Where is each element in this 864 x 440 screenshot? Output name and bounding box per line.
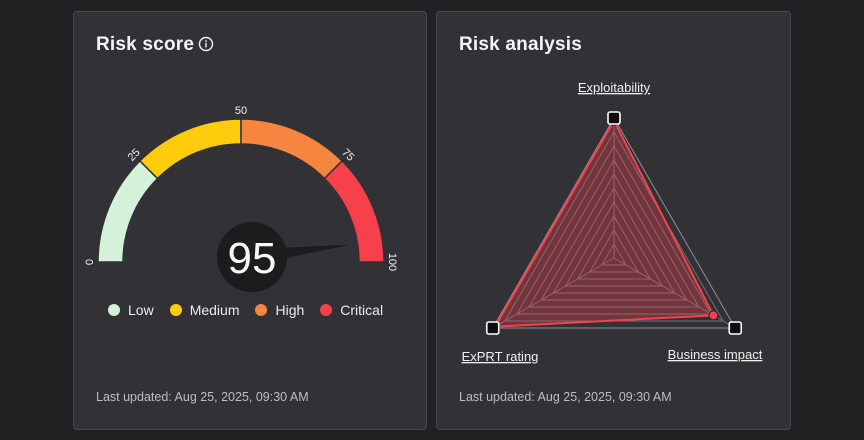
- radar-grid-ring: [588, 229, 640, 273]
- legend-item-high: High: [255, 302, 304, 318]
- legend-item-medium: Medium: [169, 302, 240, 318]
- risk-score-value: 95: [228, 234, 277, 283]
- radar-axis-line: [492, 257, 615, 329]
- legend-item-critical: Critical: [320, 302, 383, 318]
- legend-label-low: Low: [128, 302, 154, 318]
- legend-dot-critical: [320, 304, 333, 316]
- risk-analysis-title: Risk analysis: [459, 34, 583, 55]
- radar-grid-ring: [601, 243, 627, 266]
- gauge-tick-label: 50: [235, 105, 247, 117]
- legend-label-high: High: [275, 302, 305, 318]
- gauge-legend: Low Medium High Critical: [108, 302, 399, 318]
- radar-axis-marker[interactable]: [607, 111, 621, 125]
- gauge-segment-high: [240, 118, 344, 180]
- risk-score-card: Risk score 0 25 50 75 100 95 Low Medium High…: [73, 11, 427, 430]
- radar-data-point: [708, 310, 719, 321]
- radar-grid-ring: [552, 187, 676, 294]
- legend-dot-medium: [169, 304, 182, 316]
- legend-item-low: Low: [108, 302, 154, 318]
- radar-grid-ring: [540, 173, 688, 301]
- risk-score-title: Risk score: [96, 34, 195, 55]
- radar-axis-marker[interactable]: [485, 321, 500, 335]
- risk-analysis-last-updated: Last updated: Aug 25, 2025, 09:30 AM: [459, 390, 672, 404]
- legend-label-medium: Medium: [189, 302, 240, 318]
- gauge-segment-critical: [323, 159, 385, 263]
- gauge-hub: [217, 222, 287, 292]
- radar-grid-ring: [576, 214, 652, 280]
- legend-dot-high: [255, 304, 268, 316]
- gauge-tick-label: 100: [386, 253, 398, 271]
- radar-axis-label[interactable]: Business impact: [668, 347, 763, 362]
- legend-label-critical: Critical: [340, 302, 384, 318]
- radar-grid-ring: [491, 117, 737, 329]
- radar-grid-ring: [528, 158, 700, 308]
- gauge-segment-low: [97, 159, 159, 263]
- risk-analysis-card: Risk analysis Exploitability Business imp…: [436, 11, 791, 430]
- legend-dot-low: [108, 304, 120, 316]
- radar-series-area: [493, 118, 716, 328]
- info-icon[interactable]: [198, 36, 214, 52]
- radar-axis-marker[interactable]: [728, 321, 743, 335]
- radar-grid-ring: [516, 144, 712, 315]
- risk-radar-chart: Exploitability Business impact ExPRT ratin…: [462, 80, 763, 364]
- radar-axis-label[interactable]: ExPRT rating: [462, 349, 539, 364]
- radar-grid-ring: [564, 200, 664, 287]
- gauge-tick-label: 0: [84, 259, 96, 265]
- radar-axis-label[interactable]: Exploitability: [578, 80, 651, 95]
- gauge-segment-medium: [138, 118, 242, 180]
- risk-score-last-updated: Last updated: Aug 25, 2025, 09:30 AM: [96, 390, 309, 404]
